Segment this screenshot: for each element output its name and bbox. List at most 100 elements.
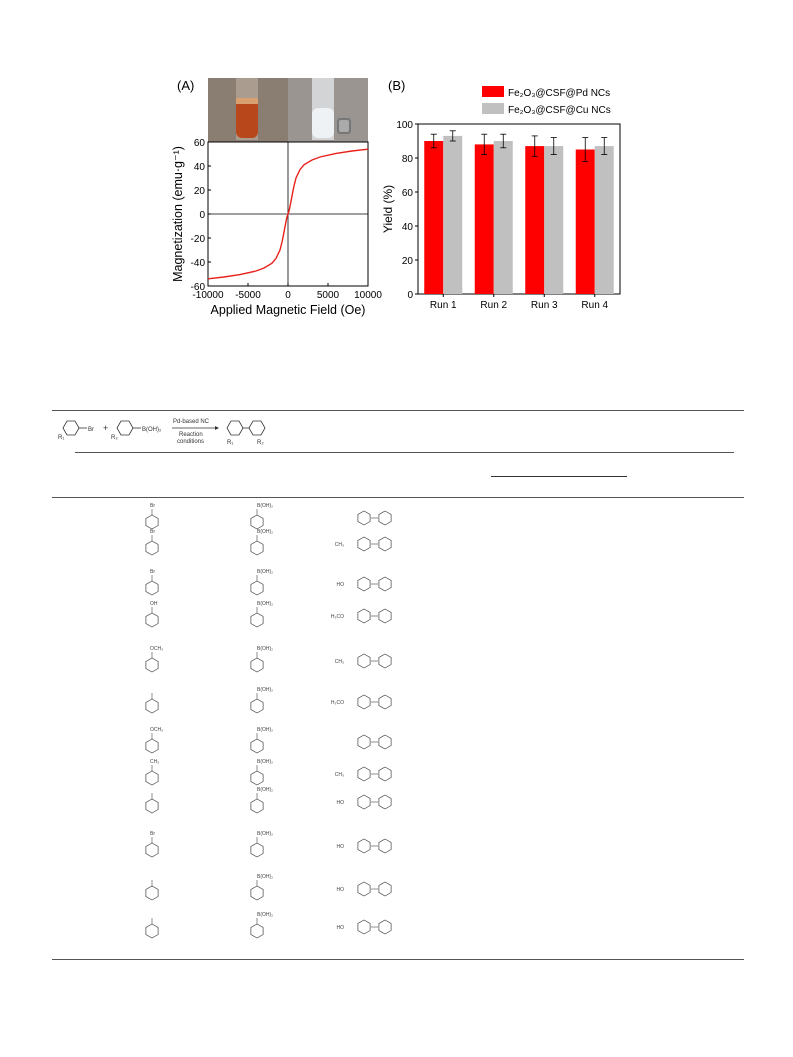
reagent-b-ring: [250, 738, 264, 754]
product-ring-1: [357, 694, 371, 710]
product-substituent: HO: [337, 800, 345, 806]
product-ring-2: [378, 608, 392, 624]
product-substituent: CH₃: [335, 659, 344, 665]
reagent-b-ring: [250, 798, 264, 814]
product-ring-1: [357, 608, 371, 624]
legend-swatch: [482, 86, 504, 97]
product-substituent: HO: [337, 582, 345, 588]
bar: [493, 141, 513, 294]
scheme-conditions-2: conditions: [177, 439, 204, 445]
vial-photo: [208, 78, 368, 142]
product-ring-2: [378, 510, 392, 526]
table-bottom-rule: [52, 959, 744, 960]
product-ring-2: [378, 576, 392, 592]
reagent-a-ring: [145, 657, 159, 673]
scheme-product-r2: R₂: [257, 440, 264, 446]
y-tick-label: 0: [199, 210, 205, 221]
product-ring-1: [357, 510, 371, 526]
reagent-a-ring: [145, 770, 159, 786]
x-tick-label: Run 1: [430, 300, 457, 311]
reagent-b-ring: [250, 698, 264, 714]
reagent-b-label: B(OH)₂: [257, 831, 273, 837]
scheme-reactant2: B(OH)₂: [142, 427, 162, 433]
y-tick-label: -40: [191, 258, 206, 269]
reagent-b-ring: [250, 514, 264, 530]
reagent-b-label: B(OH)₂: [257, 601, 273, 607]
reagent-b-label: B(OH)₂: [257, 912, 273, 918]
y-tick-label: 20: [402, 256, 414, 267]
product-ring-2: [378, 536, 392, 552]
scheme-reactant1: Br: [88, 427, 94, 433]
x-tick-label: -5000: [235, 290, 261, 301]
reagent-a-ring: [145, 540, 159, 556]
y-tick-label: 60: [194, 138, 206, 149]
reagent-a-ring: [145, 514, 159, 530]
magnetization-curve: [207, 148, 369, 280]
reagent-b-ring: [250, 612, 264, 628]
reagent-a-label: OH: [150, 601, 158, 607]
reagent-b-label: B(OH)₂: [257, 759, 273, 765]
product-ring-1: [357, 766, 371, 782]
reagent-b-ring: [250, 885, 264, 901]
reagent-b-ring: [250, 580, 264, 596]
scheme-catalyst: Pd-based NC: [173, 419, 210, 425]
product-ring-2: [378, 838, 392, 854]
reagent-a-label: Br: [150, 569, 155, 575]
reagent-a-label: CH₃: [150, 759, 159, 765]
yield-bar-chart: 0 20 40 60 80 100 Run 1 Run 2 Run 3 Run 4 Yield (%…: [381, 86, 621, 311]
product-ring-1: [357, 881, 371, 897]
y-axis-label: Magnetization (emu·g⁻¹): [171, 146, 185, 282]
product-ring-2: [378, 794, 392, 810]
reagent-b-ring: [250, 842, 264, 858]
reagent-a-ring: [145, 842, 159, 858]
scheme-rule: [75, 452, 734, 453]
reagent-b-label: B(OH)₂: [257, 727, 273, 733]
reagent-a-label: Br: [150, 831, 155, 837]
reagent-a-ring: [145, 580, 159, 596]
y-tick-label: 80: [402, 154, 414, 165]
bar: [443, 135, 463, 294]
scheme-r1: R₁: [58, 435, 64, 441]
y-tick-label: 60: [402, 188, 414, 199]
reagent-b-ring: [250, 923, 264, 939]
reagent-b-label: B(OH)₂: [257, 874, 273, 880]
reagent-a-ring: [145, 885, 159, 901]
product-ring-2: [378, 694, 392, 710]
product-ring-1: [357, 919, 371, 935]
reagent-a-label: Br: [150, 529, 155, 535]
product-ring-2: [378, 653, 392, 669]
scheme-r2: R₂: [111, 435, 118, 441]
product-ring-1: [357, 653, 371, 669]
panel-b-label: (B): [388, 78, 406, 93]
product-substituent: HO: [337, 844, 345, 850]
legend-entry: Fe₂O₃@CSF@Pd NCs: [508, 88, 610, 99]
y-tick-label: -20: [191, 234, 206, 245]
y-axis-label: Yield (%): [381, 185, 395, 233]
product-ring-1: [357, 536, 371, 552]
bar: [575, 149, 595, 294]
reagent-a-ring: [145, 738, 159, 754]
bar: [424, 141, 444, 294]
product-ring-2: [378, 919, 392, 935]
table-structures: Br B(OH)₂ Br B(OH)₂ CH₃ Br B(OH)₂ HO OH B(OH)₂ H₃C…: [145, 503, 392, 939]
reagent-a-ring: [145, 923, 159, 939]
reagent-b-ring: [250, 540, 264, 556]
y-tick-label: 0: [407, 290, 413, 301]
y-tick-label: -60: [191, 282, 206, 293]
product-ring-1: [357, 838, 371, 854]
bar: [594, 146, 614, 294]
reagent-a-label: OCH₃: [150, 646, 163, 652]
product-ring-1: [357, 734, 371, 750]
reagent-a-ring: [145, 612, 159, 628]
table-top-rule: [52, 410, 744, 411]
bar: [544, 146, 564, 294]
reagent-b-label: B(OH)₂: [257, 529, 273, 535]
x-tick-label: Run 4: [581, 300, 608, 311]
x-axis-label: Applied Magnetic Field (Oe): [211, 303, 366, 317]
header-bottom-rule: [52, 497, 744, 498]
product-substituent: CH₃: [335, 542, 344, 548]
legend-swatch: [482, 103, 504, 114]
product-ring-1: [357, 794, 371, 810]
reagent-b-label: B(OH)₂: [257, 787, 273, 793]
scheme-plus: +: [103, 423, 108, 433]
